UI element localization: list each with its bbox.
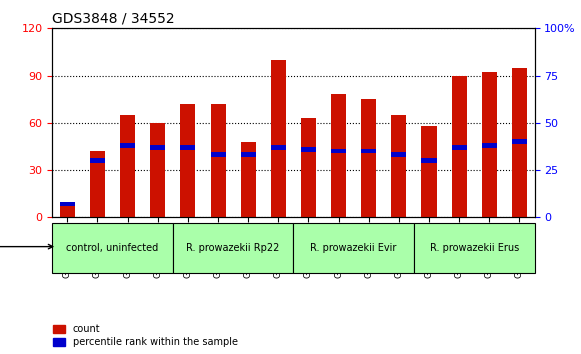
Bar (512, 139, 527, 144)
Bar (301, 147, 316, 152)
Bar (361, 149, 376, 153)
Bar (90, 151, 105, 217)
Bar (512, 68, 527, 217)
Bar (392, 153, 407, 157)
Bar (301, 118, 316, 217)
Text: R. prowazekii Evir: R. prowazekii Evir (310, 244, 397, 253)
Bar (150, 145, 166, 150)
Bar (90, 158, 105, 163)
Bar (421, 158, 436, 163)
Bar (271, 60, 286, 217)
Text: R. prowazekii Erus: R. prowazekii Erus (429, 244, 519, 253)
Bar (331, 149, 346, 153)
Bar (210, 104, 225, 217)
Bar (331, 95, 346, 217)
Text: GDS3848 / 34552: GDS3848 / 34552 (52, 12, 175, 26)
Bar (241, 142, 256, 217)
Legend: count, percentile rank within the sample: count, percentile rank within the sample (51, 322, 240, 349)
FancyBboxPatch shape (293, 223, 414, 273)
Text: control, uninfected: control, uninfected (66, 244, 159, 253)
Bar (361, 99, 376, 217)
Bar (180, 145, 195, 150)
Bar (120, 115, 135, 217)
FancyBboxPatch shape (173, 223, 293, 273)
Bar (482, 72, 497, 217)
Bar (150, 123, 166, 217)
Text: strain: strain (0, 242, 53, 252)
Bar (392, 115, 407, 217)
Bar (451, 145, 467, 150)
FancyBboxPatch shape (52, 223, 173, 273)
Bar (60, 205, 75, 217)
Bar (241, 153, 256, 157)
Bar (421, 126, 436, 217)
Bar (271, 145, 286, 150)
Bar (120, 143, 135, 148)
Text: R. prowazekii Rp22: R. prowazekii Rp22 (187, 244, 280, 253)
Bar (60, 201, 75, 206)
Bar (210, 153, 225, 157)
Bar (180, 104, 195, 217)
FancyBboxPatch shape (414, 223, 535, 273)
Bar (482, 143, 497, 148)
Bar (451, 75, 467, 217)
